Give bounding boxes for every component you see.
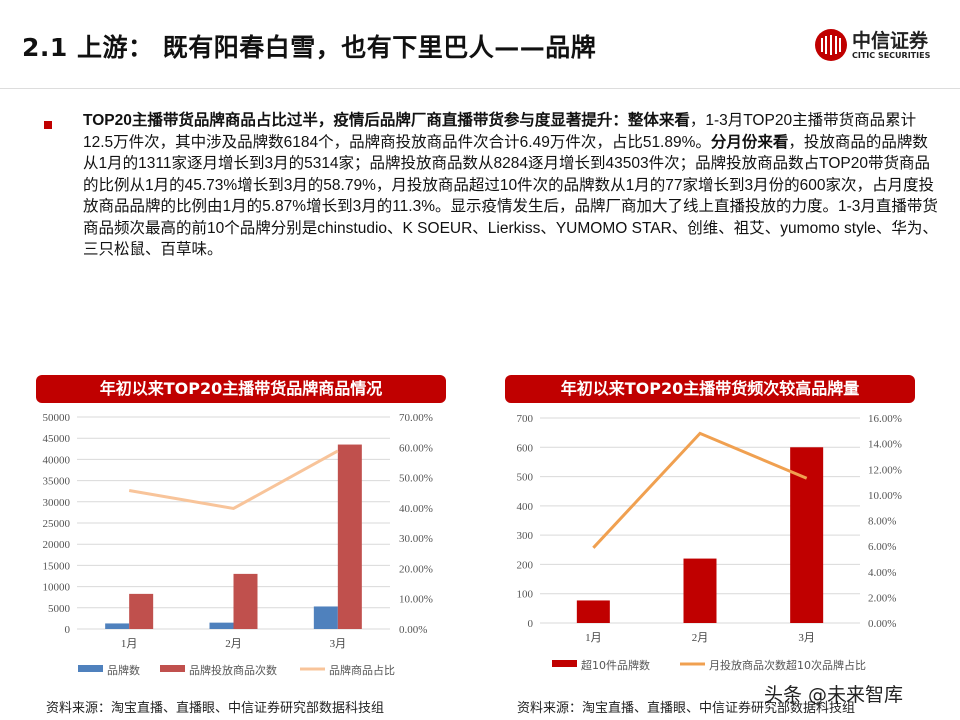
y2-tick-label: 10.00%: [399, 594, 433, 606]
logo-text-en: CITIC SECURITIES: [852, 50, 931, 60]
legend-label: 超10件品牌数: [581, 658, 650, 672]
y2-tick-label: 8.00%: [868, 516, 896, 528]
y-tick-label: 600: [517, 442, 534, 454]
y2-tick-label: 4.00%: [868, 567, 896, 579]
citic-logo: 中信证券 CITIC SECURITIES: [814, 28, 930, 62]
line-品牌商品占比: [128, 449, 339, 511]
y2-tick-label: 6.00%: [868, 541, 896, 553]
y2-tick-label: 20.00%: [399, 563, 433, 575]
y-tick-label: 40000: [43, 454, 71, 466]
bold-lead: TOP20主播带货品牌商品占比过半，疫情后品牌厂商直播带货参与度显著提升：: [83, 112, 628, 129]
bullet-icon: [44, 121, 52, 129]
bar-品牌数: [313, 606, 338, 629]
text-overall: ，1-3月TOP20主播带货商品累计12.5万件次，其中涉及品牌数6184个，品…: [83, 112, 917, 151]
y-tick-label: 45000: [43, 433, 71, 445]
logo-text-cn: 中信证券: [852, 29, 929, 52]
bar-品牌投放商品次数: [233, 573, 258, 629]
y2-tick-label: 0.00%: [868, 618, 896, 630]
y2-tick-label: 16.00%: [868, 413, 902, 425]
y2-tick-label: 12.00%: [868, 464, 902, 476]
bar-品牌投放商品次数: [337, 444, 362, 629]
y-tick-label: 300: [517, 530, 534, 542]
bar-品牌数: [105, 623, 130, 629]
legend-label: 品牌商品占比: [329, 663, 395, 677]
text-monthly: ，投放商品的品牌数从1月的1311家逐月增长到3月的5314家；品牌投放商品数从…: [83, 133, 938, 259]
line-月投放商品次数超10次品牌占比: [592, 431, 808, 549]
x-tick-label: 1月: [585, 632, 602, 644]
y2-tick-label: 60.00%: [399, 442, 433, 454]
y-tick-label: 700: [517, 413, 534, 425]
legend-swatch: [160, 665, 185, 672]
page-title: 2.1 上游： 既有阳春白雪，也有下里巴人——品牌: [22, 33, 597, 62]
y-tick-label: 50000: [43, 412, 71, 424]
y2-tick-label: 70.00%: [399, 412, 433, 424]
y2-tick-label: 50.00%: [399, 473, 433, 485]
bar-品牌数: [209, 622, 234, 629]
x-tick-label: 2月: [225, 638, 242, 650]
legend-label: 品牌数: [107, 663, 140, 677]
legend-swatch: [78, 665, 103, 672]
x-tick-label: 2月: [692, 632, 709, 644]
y-tick-label: 25000: [43, 518, 71, 530]
y-tick-label: 500: [517, 472, 534, 484]
bar-超10件品牌数: [683, 558, 717, 623]
x-tick-label: 1月: [121, 638, 138, 650]
y-tick-label: 100: [517, 589, 534, 601]
y-tick-label: 0: [528, 618, 534, 630]
x-tick-label: 3月: [798, 632, 815, 644]
body-paragraph: TOP20主播带货品牌商品占比过半，疫情后品牌厂商直播带货参与度显著提升：整体来…: [83, 110, 943, 261]
y-tick-label: 15000: [43, 560, 71, 572]
y2-tick-label: 14.00%: [868, 439, 902, 451]
y-tick-label: 5000: [48, 603, 71, 615]
watermark: 头条 @未来智库: [764, 684, 904, 706]
y-tick-label: 35000: [43, 476, 71, 488]
chart1-title: 年初以来TOP20主播带货品牌商品情况: [36, 375, 446, 403]
x-tick-label: 3月: [330, 638, 347, 650]
y-tick-label: 0: [65, 624, 71, 636]
bar-品牌投放商品次数: [129, 593, 154, 629]
y-tick-label: 400: [517, 501, 534, 513]
source-note-2: 资料来源：淘宝直播、直播眼、中信证券研究部数据科技组: [517, 701, 856, 716]
source-note-1: 资料来源：淘宝直播、直播眼、中信证券研究部数据科技组: [46, 701, 385, 716]
y2-tick-label: 0.00%: [399, 624, 427, 636]
legend-swatch: [552, 660, 577, 667]
bar-超10件品牌数: [576, 600, 610, 623]
legend-label: 品牌投放商品次数: [189, 663, 277, 677]
legend-label: 月投放商品次数超10次品牌占比: [709, 658, 866, 672]
citic-emblem-icon: [815, 29, 847, 61]
header-divider: [0, 88, 960, 89]
y2-tick-label: 40.00%: [399, 503, 433, 515]
y2-tick-label: 30.00%: [399, 533, 433, 545]
y2-tick-label: 10.00%: [868, 490, 902, 502]
y-tick-label: 20000: [43, 539, 71, 551]
bold-overall: 整体来看: [627, 112, 690, 129]
y-tick-label: 10000: [43, 582, 71, 594]
bold-monthly: 分月份来看: [710, 133, 789, 151]
chart2-title: 年初以来TOP20主播带货频次较高品牌量: [505, 375, 915, 403]
y-tick-label: 30000: [43, 497, 71, 509]
y2-tick-label: 2.00%: [868, 592, 896, 604]
bar-超10件品牌数: [790, 447, 824, 623]
y-tick-label: 200: [517, 559, 534, 571]
